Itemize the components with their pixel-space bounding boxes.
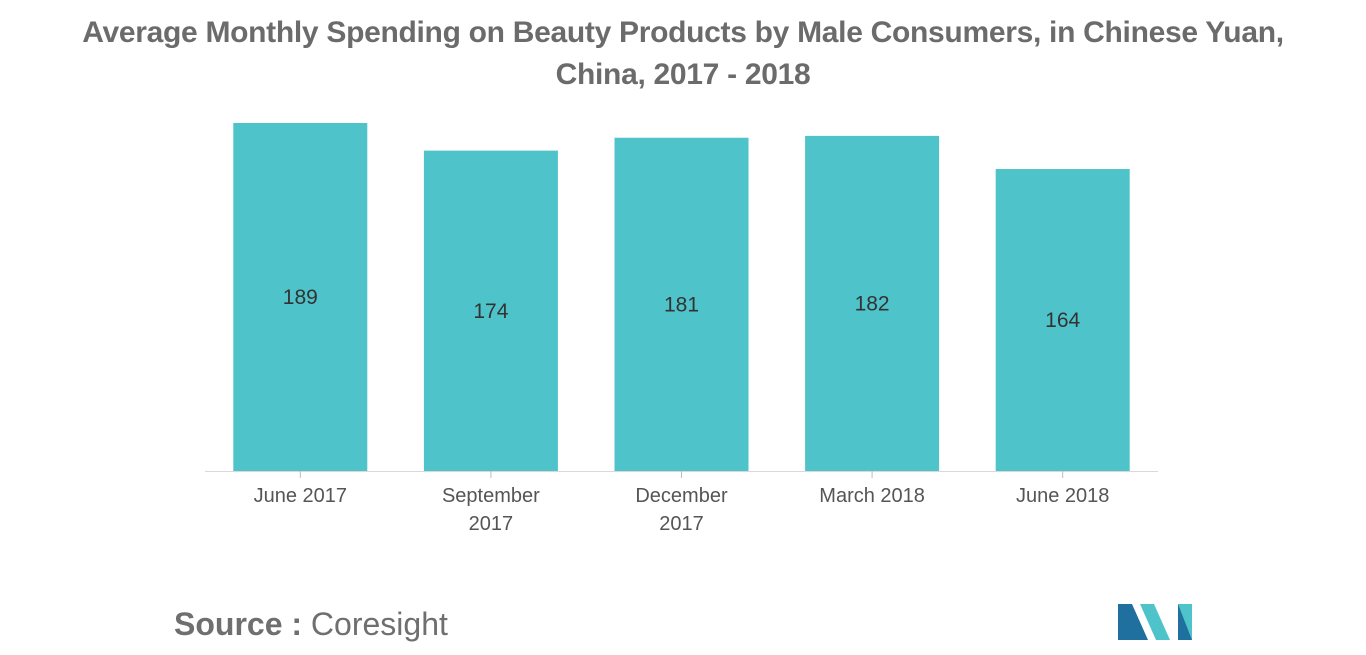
value-label-5: 164 <box>1045 309 1080 332</box>
category-label-4: March 2018 <box>819 485 925 507</box>
category-label-3: December 2017 <box>635 485 728 535</box>
value-label-4: 182 <box>855 292 890 315</box>
category-label-5: June 2018 <box>1016 485 1109 507</box>
chart-title-line1: Average Monthly Spending on Beauty Produ… <box>82 16 1284 49</box>
value-labels-group: 189 174 181 182 164 <box>283 286 1081 332</box>
category-label-1: June 2017 <box>254 485 347 507</box>
value-label-2: 174 <box>473 300 508 323</box>
bar-chart: 189 174 181 182 164 June 2017 September 2017 De… <box>205 123 1158 535</box>
bar-2 <box>423 150 558 471</box>
bar-1 <box>233 123 368 471</box>
logo-left-stroke <box>1118 604 1148 640</box>
bar-3 <box>614 137 749 471</box>
logo-right-accent <box>1178 604 1192 640</box>
bar-4 <box>805 135 940 471</box>
mordor-intelligence-logo-icon <box>1118 604 1192 640</box>
bar-5 <box>995 169 1130 472</box>
value-label-3: 181 <box>664 293 699 316</box>
source-label: Source : <box>174 606 303 642</box>
x-axis: June 2017 September 2017 December 2017 March … <box>205 471 1158 535</box>
source-value: Coresight <box>310 606 448 642</box>
bars-group <box>233 123 1130 472</box>
category-label-2: September 2017 <box>442 485 540 535</box>
chart-subtitle: China, 2017 - 2018 <box>555 58 811 91</box>
logo-middle-stroke <box>1140 604 1170 640</box>
chart-title: Average Monthly Spending on Beauty Produ… <box>0 12 1366 96</box>
value-label-1: 189 <box>283 286 318 309</box>
source-note: Source : Coresight <box>174 606 448 643</box>
